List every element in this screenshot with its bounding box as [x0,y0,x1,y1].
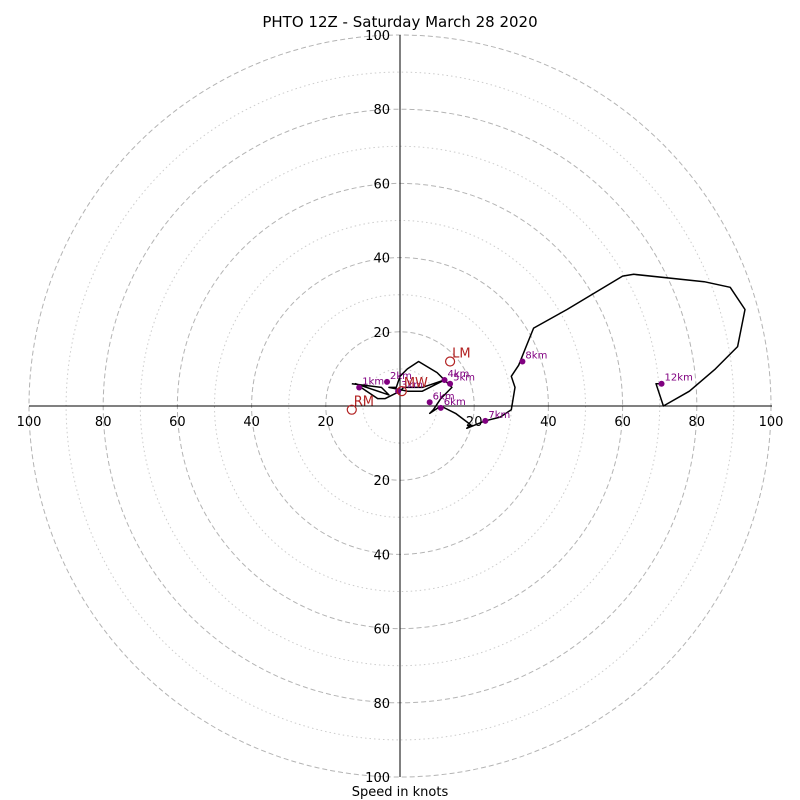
y-tick-label: 100 [365,771,390,786]
y-tick-label: 40 [373,252,390,267]
storm-motion-label: RM [354,395,374,410]
x-tick-label: 80 [95,415,112,430]
y-tick-label: 20 [373,326,390,341]
y-tick-label: 60 [373,623,390,638]
axes [29,35,772,777]
height-marker-label: 8km [525,350,547,361]
chart-title: PHTO 12Z - Saturday March 28 2020 [262,13,537,31]
height-marker-label: 6km [433,391,455,402]
height-marker-point [658,380,665,387]
height-marker-point [519,358,526,365]
x-tick-label: 40 [243,415,260,430]
height-marker-label: 3km [401,380,423,391]
height-marker-label: 1km [362,376,384,387]
storm-motion-marker [396,386,407,397]
height-marker-point [426,399,433,406]
height-marker-point [482,417,489,424]
storm-motion-markers: LM MW RM [346,346,471,415]
height-marker-point [437,404,444,411]
y-tick-label: 80 [373,103,390,118]
height-marker-point [395,388,402,395]
height-marker-label: 6km [444,397,466,408]
height-marker-label: 5km [453,373,475,384]
x-tick-label: 80 [689,415,706,430]
x-tick-label: 100 [17,415,42,430]
height-marker-point [441,377,448,384]
y-tick-label: 40 [373,548,390,563]
height-marker-label: 4km [448,369,470,380]
x-tick-label: 100 [759,415,784,430]
storm-motion-marker [346,404,357,415]
y-tick-label: 60 [373,177,390,192]
height-marker-point [356,384,363,391]
x-tick-labels: 100 80 60 40 20 20 40 60 80 100 [17,415,784,430]
y-tick-label: 20 [373,474,390,489]
height-marker-label: 12km [665,373,693,384]
height-marker-point [447,380,454,387]
y-tick-label: 100 [365,29,390,44]
height-marker-point [384,378,391,385]
storm-motion-label: LM [452,346,470,361]
height-marker-label: 7km [488,410,510,421]
x-tick-label: 60 [169,415,186,430]
storm-motion-label: MW [404,376,428,391]
x-axis-label: Speed in knots [352,785,449,800]
x-tick-label: 40 [540,415,557,430]
x-tick-label: 20 [318,415,335,430]
storm-motion-marker [444,356,456,367]
height-marker-label: 2km [390,371,412,382]
y-tick-label: 80 [373,697,390,712]
y-tick-labels: 20 40 60 80 100 20 40 60 80 100 [365,29,390,786]
x-tick-label: 60 [614,415,631,430]
